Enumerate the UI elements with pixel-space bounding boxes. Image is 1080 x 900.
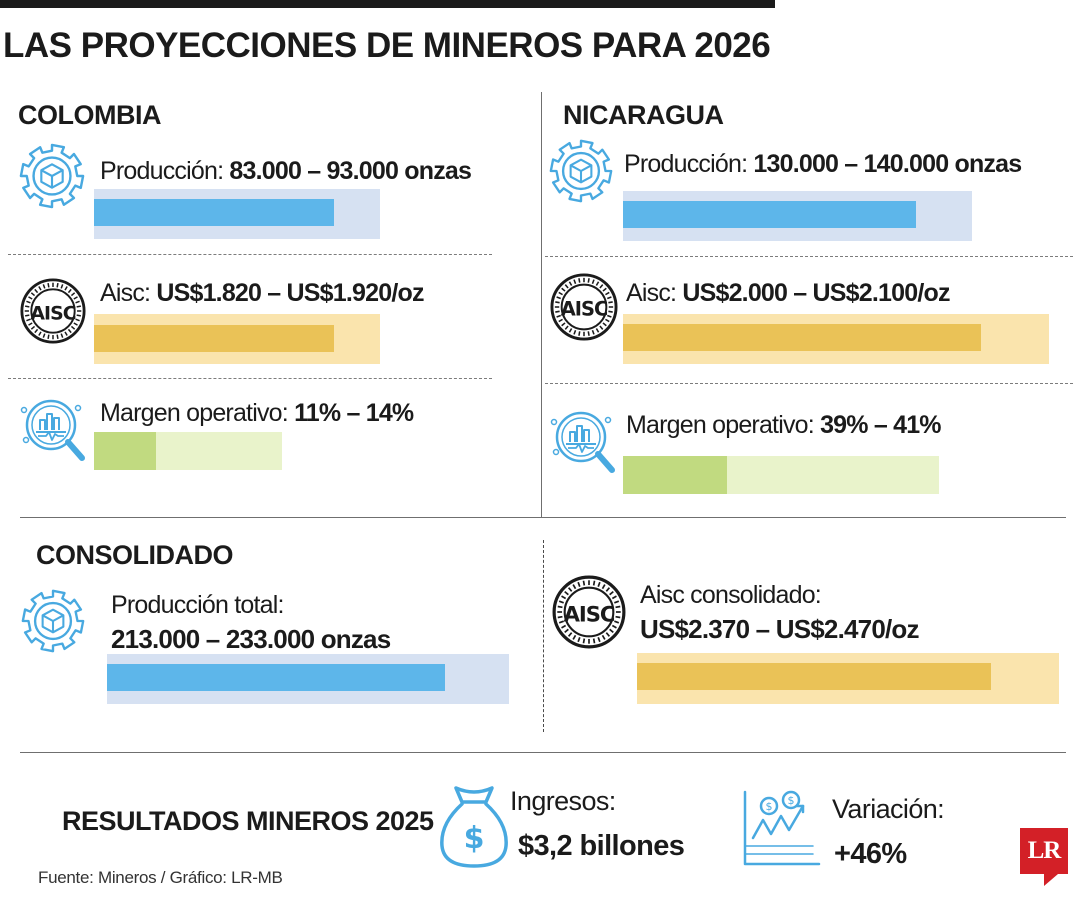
consolidado-title: CONSOLIDADO — [36, 540, 234, 570]
variacion-label: Variación: — [832, 794, 945, 824]
consolidado-aisc-bar-track — [637, 653, 1059, 704]
colombia-margen-bar — [94, 432, 156, 470]
row-divider — [545, 383, 1073, 384]
aisc-seal-icon: AISC — [552, 575, 626, 649]
colombia-aisc-label: Aisc: US$1.820 – US$1.920/oz — [100, 279, 424, 307]
money-bag-icon: $ — [438, 782, 510, 872]
nicaragua-margen-bar-track — [623, 456, 939, 494]
consolidado-produccion-bar — [107, 664, 445, 691]
svg-text:$: $ — [464, 821, 485, 856]
colombia-produccion-label: Producción: 83.000 – 93.000 onzas — [100, 157, 472, 185]
section-divider — [20, 517, 1066, 518]
colombia-margen-bar-track — [94, 432, 282, 470]
svg-text:AISC: AISC — [564, 602, 615, 627]
consolidado-produccion-label: Producción total: — [111, 591, 284, 619]
nicaragua-aisc-label: Aisc: US$2.000 – US$2.100/oz — [626, 279, 950, 307]
aisc-seal-icon: AISC — [550, 273, 618, 341]
nicaragua-aisc-bar — [623, 324, 981, 351]
colombia-produccion-bar — [94, 199, 334, 226]
lr-logo: LR — [1020, 828, 1068, 874]
row-divider — [8, 378, 492, 379]
consolidado-divider — [543, 540, 544, 732]
top-rule — [0, 0, 775, 8]
nicaragua-title: NICARAGUA — [563, 100, 724, 130]
page-title: LAS PROYECCIONES DE MINEROS PARA 2026 — [3, 26, 771, 65]
consolidado-aisc-value: US$2.370 – US$2.470/oz — [640, 614, 920, 644]
aisc-seal-icon: AISC — [20, 278, 86, 344]
row-divider — [545, 256, 1073, 257]
footer-divider — [20, 752, 1066, 753]
nicaragua-aisc-bar-track — [623, 314, 1049, 364]
gear-cube-icon — [20, 588, 86, 654]
svg-text:$: $ — [788, 794, 795, 807]
row-divider — [8, 254, 492, 255]
nicaragua-margen-label: Margen operativo: 39% – 41% — [626, 411, 942, 439]
gear-cube-icon — [548, 138, 614, 204]
growth-chart-icon: $ $ — [741, 790, 821, 870]
magnifier-chart-icon — [20, 396, 90, 466]
variacion-value: +46% — [834, 838, 907, 870]
lr-logo-tail — [1044, 874, 1058, 886]
svg-text:AISC: AISC — [561, 298, 608, 321]
colombia-produccion-bar-track — [94, 189, 380, 239]
svg-text:AISC: AISC — [30, 303, 75, 324]
gear-cube-icon — [18, 142, 86, 210]
consolidado-produccion-value: 213.000 – 233.000 onzas — [111, 624, 391, 654]
nicaragua-produccion-label: Producción: 130.000 – 140.000 onzas — [624, 150, 1022, 178]
consolidado-aisc-bar — [637, 663, 991, 690]
nicaragua-margen-bar — [623, 456, 727, 494]
ingresos-value: $3,2 billones — [518, 830, 685, 862]
results-title: RESULTADOS MINEROS 2025 — [62, 806, 434, 836]
colombia-margen-label: Margen operativo: 11% – 14% — [100, 399, 414, 427]
column-divider — [541, 92, 542, 517]
source-note: Fuente: Mineros / Gráfico: LR-MB — [38, 868, 283, 887]
magnifier-chart-icon — [550, 408, 620, 478]
colombia-aisc-bar-track — [94, 314, 380, 364]
consolidado-produccion-bar-track — [107, 654, 509, 704]
colombia-title: COLOMBIA — [18, 100, 161, 130]
consolidado-aisc-label: Aisc consolidado: — [640, 581, 822, 609]
ingresos-label: Ingresos: — [510, 786, 616, 816]
svg-text:$: $ — [766, 800, 773, 813]
colombia-aisc-bar — [94, 325, 334, 352]
nicaragua-produccion-bar — [623, 201, 916, 228]
nicaragua-produccion-bar-track — [623, 191, 972, 241]
